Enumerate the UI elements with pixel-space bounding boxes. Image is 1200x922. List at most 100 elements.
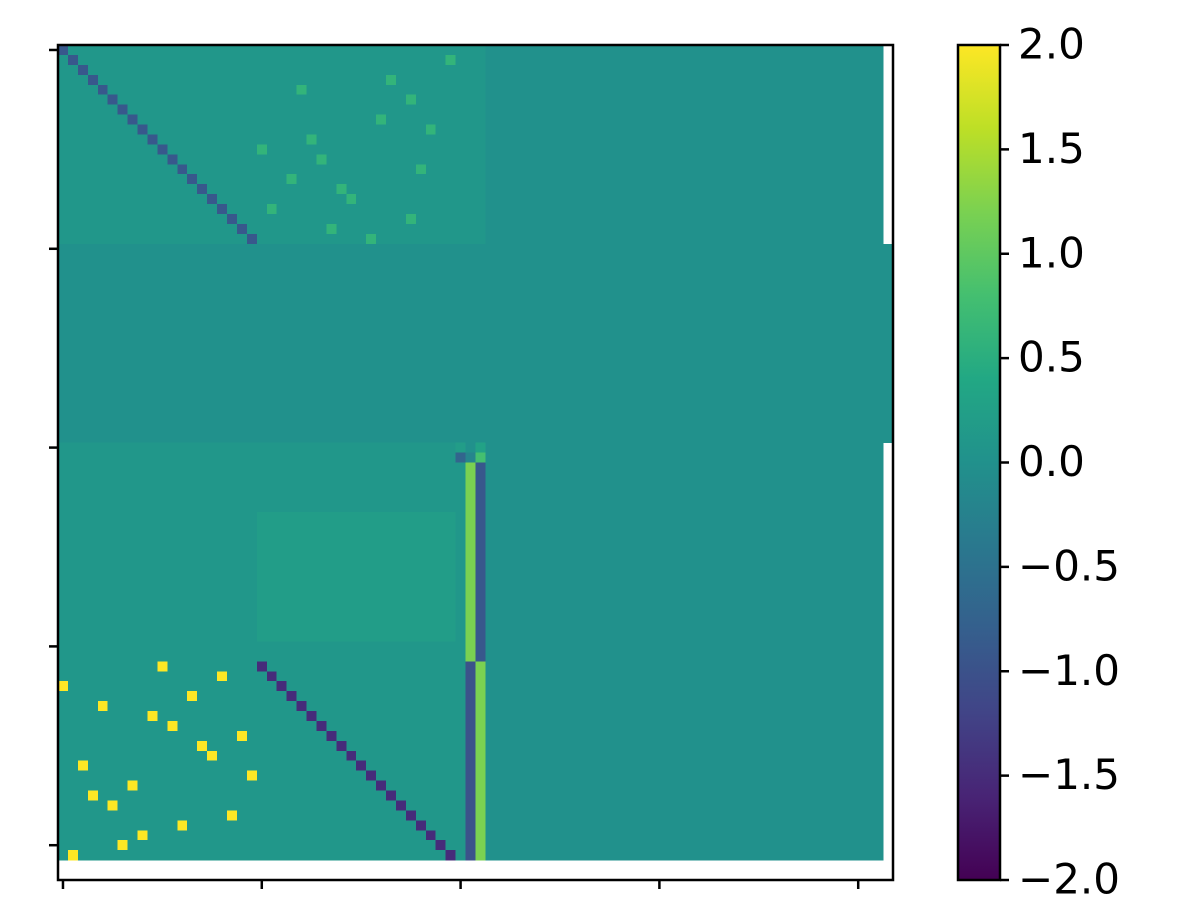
heatmap-cell <box>405 502 417 513</box>
heatmap-cell <box>495 74 506 86</box>
heatmap-cell <box>475 263 487 275</box>
heatmap-cell <box>873 313 884 324</box>
heatmap-cell <box>694 184 705 195</box>
heatmap-cell <box>286 243 298 255</box>
heatmap-cell <box>823 373 834 384</box>
heatmap-cell <box>535 154 546 165</box>
heatmap-cell <box>67 452 79 464</box>
heatmap-cell <box>296 422 308 434</box>
heatmap-cell <box>296 333 308 344</box>
heatmap-cell <box>654 114 665 126</box>
heatmap-cell <box>296 54 308 66</box>
heatmap-cell <box>77 144 89 155</box>
heatmap-cell <box>624 124 636 136</box>
heatmap-cell <box>664 223 675 235</box>
heatmap-cell <box>515 313 526 324</box>
heatmap-cell <box>187 174 198 185</box>
heatmap-cell <box>724 84 735 96</box>
heatmap-cell <box>883 323 894 334</box>
heatmap-cell <box>376 512 387 523</box>
heatmap-cell <box>326 343 337 354</box>
heatmap-cell <box>753 104 765 116</box>
heatmap-cell <box>823 243 834 255</box>
heatmap-cell <box>137 561 149 573</box>
heatmap-cell <box>336 184 347 195</box>
heatmap-cell <box>485 263 496 275</box>
heatmap-cell <box>733 74 745 86</box>
heatmap-cell <box>475 432 487 444</box>
heatmap-cell <box>386 392 397 404</box>
heatmap-cell <box>475 512 487 523</box>
heatmap-cell <box>246 64 258 76</box>
heatmap-cell <box>475 104 487 116</box>
heatmap-cell <box>147 243 159 255</box>
heatmap-cell <box>584 213 596 225</box>
heatmap-cell <box>505 174 516 185</box>
heatmap-cell <box>455 124 467 136</box>
heatmap-cell <box>753 462 765 474</box>
heatmap-cell <box>336 412 347 424</box>
heatmap-cell <box>694 313 705 324</box>
heatmap-cell <box>445 571 457 583</box>
heatmap-cell <box>177 263 188 275</box>
heatmap-cell <box>395 462 407 474</box>
heatmap-cell <box>87 273 99 285</box>
heatmap-cell <box>286 402 298 414</box>
heatmap-cell <box>694 472 705 483</box>
heatmap-cell <box>445 532 457 543</box>
heatmap-cell <box>435 64 447 76</box>
heatmap-cell <box>405 382 417 394</box>
heatmap-cell <box>604 104 616 116</box>
heatmap-cell <box>654 601 665 613</box>
heatmap-cell <box>167 273 178 285</box>
heatmap-cell <box>733 363 745 374</box>
heatmap-cell <box>853 492 864 503</box>
heatmap-cell <box>763 54 775 66</box>
heatmap-cell <box>624 313 636 324</box>
heatmap-cell <box>127 412 139 424</box>
heatmap-cell <box>405 542 417 553</box>
heatmap-cell <box>654 542 665 553</box>
heatmap-cell <box>525 432 536 444</box>
heatmap-cell <box>584 124 596 136</box>
heatmap-cell <box>226 581 238 593</box>
heatmap-cell <box>67 621 79 633</box>
heatmap-cell <box>743 64 755 76</box>
heatmap-cell <box>356 472 367 483</box>
heatmap-cell <box>604 532 616 543</box>
heatmap-cell <box>376 581 387 593</box>
heatmap-cell <box>316 601 327 613</box>
heatmap-cell <box>207 571 218 583</box>
heatmap-cell <box>137 432 149 444</box>
heatmap-cell <box>306 452 318 464</box>
heatmap-cell <box>843 502 854 513</box>
heatmap-cell <box>654 194 665 205</box>
heatmap-cell <box>813 492 825 503</box>
heatmap-cell <box>445 551 457 563</box>
heatmap-cell <box>137 94 149 106</box>
heatmap-cell <box>574 363 586 374</box>
heatmap-cell <box>246 373 258 384</box>
heatmap-cell <box>395 422 407 434</box>
heatmap-cell <box>485 373 496 384</box>
heatmap-cell <box>654 512 665 523</box>
heatmap-cell <box>405 253 417 265</box>
heatmap-cell <box>157 164 168 175</box>
heatmap-cell <box>733 452 745 464</box>
heatmap-cell <box>644 581 656 593</box>
heatmap-cell <box>386 293 397 305</box>
heatmap-cell <box>157 124 168 136</box>
heatmap-cell <box>435 184 447 195</box>
heatmap-cell <box>167 611 178 623</box>
heatmap-cell <box>813 382 825 394</box>
heatmap-cell <box>843 323 854 334</box>
heatmap-cell <box>58 74 69 86</box>
heatmap-cell <box>763 591 775 603</box>
heatmap-cell <box>207 333 218 344</box>
heatmap-cell <box>714 333 725 344</box>
heatmap-cell <box>157 223 168 235</box>
heatmap-cell <box>515 154 526 165</box>
heatmap-cell <box>465 233 477 245</box>
heatmap-cell <box>614 611 626 623</box>
heatmap-cell <box>246 382 258 394</box>
